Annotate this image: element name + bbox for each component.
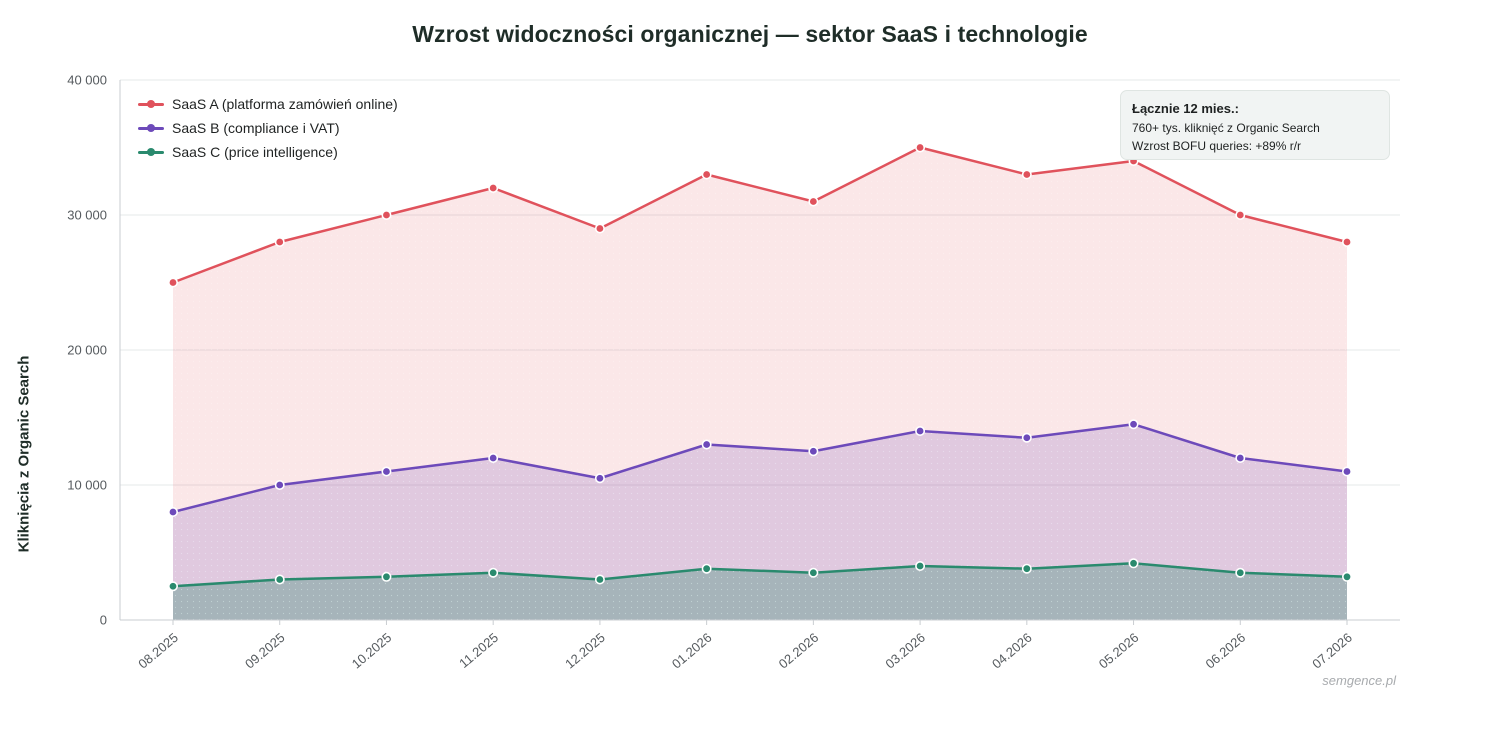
x-tick-label: 04.2026	[989, 630, 1035, 672]
data-point	[1235, 452, 1246, 463]
data-point	[381, 571, 392, 582]
legend-item-saas-c[interactable]: SaaS C (price intelligence)	[138, 140, 398, 164]
data-point	[1021, 169, 1032, 180]
data-point	[701, 439, 712, 450]
data-point	[381, 466, 392, 477]
series-line	[171, 423, 1349, 514]
legend: SaaS A (platforma zamówień online) SaaS …	[138, 92, 398, 164]
series-area-texture	[173, 563, 1347, 620]
data-point	[168, 277, 179, 288]
data-point	[1128, 558, 1139, 569]
legend-label-saas-b: SaaS B (compliance i VAT)	[172, 120, 340, 136]
data-point	[1342, 237, 1353, 248]
x-tick-label: 06.2026	[1203, 630, 1249, 672]
chart-title: Wzrost widoczności organicznej — sektor …	[412, 21, 1088, 47]
data-point	[808, 446, 819, 457]
x-tick-label: 03.2026	[882, 630, 928, 672]
data-point	[915, 142, 926, 153]
legend-label-saas-a: SaaS A (platforma zamówień online)	[172, 96, 398, 112]
x-tick-label: 01.2026	[669, 630, 715, 672]
data-point	[1235, 567, 1246, 578]
legend-swatch-saas-c	[138, 146, 164, 158]
x-tick-label: 05.2026	[1096, 630, 1142, 672]
data-point	[701, 169, 712, 180]
x-tick-label: 07.2026	[1309, 630, 1355, 672]
data-point	[594, 473, 605, 484]
data-point	[381, 210, 392, 221]
x-tick-label: 10.2025	[349, 630, 395, 672]
data-point	[274, 574, 285, 585]
y-tick-label: 20 000	[67, 343, 107, 358]
data-point	[488, 452, 499, 463]
data-point	[915, 560, 926, 571]
y-tick-label: 40 000	[67, 73, 107, 88]
x-tick-label: 11.2025	[456, 630, 501, 671]
legend-item-saas-b[interactable]: SaaS B (compliance i VAT)	[138, 116, 398, 140]
series-line	[171, 146, 1349, 284]
data-point	[701, 563, 712, 574]
data-point	[168, 506, 179, 517]
data-point	[488, 567, 499, 578]
annotation-title: Łącznie 12 mies.:	[1132, 101, 1239, 116]
y-tick-label: 30 000	[67, 208, 107, 223]
legend-label-saas-c: SaaS C (price intelligence)	[172, 144, 338, 160]
data-point	[274, 237, 285, 248]
data-point	[808, 567, 819, 578]
annotation-line-clicks: 760+ tys. kliknięć z Organic Search	[1132, 121, 1320, 135]
legend-swatch-saas-b	[138, 122, 164, 134]
data-point	[594, 574, 605, 585]
data-point	[594, 223, 605, 234]
annotation-line-bofu: Wzrost BOFU queries: +89% r/r	[1132, 139, 1302, 153]
annotation-box: Łącznie 12 mies.: 760+ tys. kliknięć z O…	[1120, 90, 1390, 160]
data-point	[488, 183, 499, 194]
data-point	[1021, 563, 1032, 574]
legend-item-saas-a[interactable]: SaaS A (platforma zamówień online)	[138, 92, 398, 116]
data-point	[1235, 210, 1246, 221]
x-tick-label: 02.2026	[776, 630, 822, 672]
x-tick-label: 12.2025	[562, 630, 608, 672]
x-tick-label: 08.2025	[135, 630, 181, 672]
data-point	[1342, 466, 1353, 477]
legend-swatch-saas-a	[138, 98, 164, 110]
data-point	[1342, 571, 1353, 582]
data-point	[168, 581, 179, 592]
data-point	[1128, 419, 1139, 430]
data-point	[915, 425, 926, 436]
series-line	[171, 562, 1349, 588]
data-point	[808, 196, 819, 207]
watermark: semgence.pl	[1322, 673, 1396, 688]
data-point	[274, 479, 285, 490]
x-tick-label: 09.2025	[242, 630, 288, 672]
y-tick-label: 0	[100, 613, 107, 628]
data-point	[1021, 432, 1032, 443]
y-tick-label: 10 000	[67, 478, 107, 493]
